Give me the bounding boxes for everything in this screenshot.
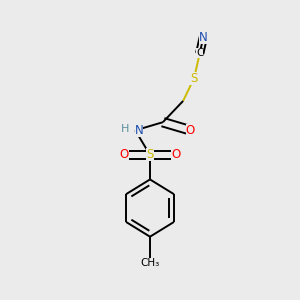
- Text: N: N: [135, 124, 143, 137]
- Text: O: O: [171, 148, 180, 161]
- Text: N: N: [199, 31, 208, 44]
- Text: H: H: [121, 124, 129, 134]
- Text: S: S: [146, 148, 154, 161]
- Text: CH₃: CH₃: [140, 258, 160, 268]
- Text: S: S: [190, 71, 198, 85]
- Text: O: O: [186, 124, 195, 137]
- Text: C: C: [196, 49, 203, 58]
- Text: O: O: [120, 148, 129, 161]
